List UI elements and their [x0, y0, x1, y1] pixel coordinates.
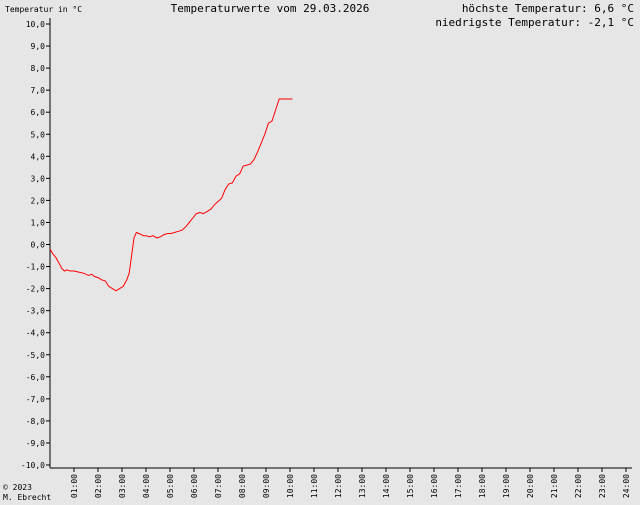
plot-area — [49, 98, 293, 292]
y-tick-label: 9,0 — [31, 42, 46, 51]
x-tick-label: 21:00 — [550, 474, 559, 498]
max-temperature-label: höchste Temperatur: 6,6 °C — [462, 2, 634, 15]
x-tick-label: 14:00 — [382, 474, 391, 498]
x-tick-label: 16:00 — [430, 474, 439, 498]
y-tick-label: 10,0 — [26, 20, 45, 29]
x-tick-label: 09:00 — [262, 474, 271, 498]
x-tick-label: 23:00 — [598, 474, 607, 498]
x-tick-label: 17:00 — [454, 474, 463, 498]
x-tick-label: 08:00 — [238, 474, 247, 498]
x-tick-label: 11:00 — [310, 474, 319, 498]
y-tick-label: 3,0 — [31, 174, 46, 183]
x-tick-label: 24:00 — [622, 474, 631, 498]
y-tick-label: 4,0 — [31, 152, 46, 161]
y-tick-label: -1,0 — [26, 263, 45, 272]
y-tick-label: 1,0 — [31, 218, 46, 227]
min-temperature-label: niedrigste Temperatur: -2,1 °C — [435, 16, 634, 29]
x-tick-label: 04:00 — [142, 474, 151, 498]
x-tick-label: 10:00 — [286, 474, 295, 498]
x-tick-label: 06:00 — [190, 474, 199, 498]
y-axis-ticks: 10,0 9,0 8,0 7,0 6,0 5,0 4,0 3,0 2,0 1,0 0,0 -1,0 -2… — [21, 20, 50, 470]
x-tick-label: 01:00 — [70, 474, 79, 498]
copyright-line-2: M. Ebrecht — [3, 493, 51, 502]
y-tick-label: -8,0 — [26, 417, 45, 426]
y-tick-label: -10,0 — [21, 461, 45, 470]
x-tick-label: 19:00 — [502, 474, 511, 498]
y-tick-label: -3,0 — [26, 307, 45, 316]
x-tick-label: 03:00 — [118, 474, 127, 498]
y-tick-label: -9,0 — [26, 439, 45, 448]
y-tick-label: 8,0 — [31, 64, 46, 73]
x-tick-label: 13:00 — [358, 474, 367, 498]
x-tick-label: 05:00 — [166, 474, 175, 498]
copyright-line-1: © 2023 — [3, 483, 32, 492]
chart-axes — [49, 18, 632, 469]
y-tick-label: 0,0 — [31, 241, 46, 250]
y-tick-label: -7,0 — [26, 395, 45, 404]
y-tick-label: -6,0 — [26, 373, 45, 382]
x-tick-label: 07:00 — [214, 474, 223, 498]
x-tick-label: 18:00 — [478, 474, 487, 498]
x-tick-label: 15:00 — [406, 474, 415, 498]
x-tick-label: 20:00 — [526, 474, 535, 498]
x-tick-label: 22:00 — [574, 474, 583, 498]
y-axis-label: Temperatur in °C — [5, 5, 82, 14]
y-tick-label: 2,0 — [31, 196, 46, 205]
chart-title: Temperaturwerte vom 29.03.2026 — [171, 2, 370, 15]
y-tick-label: 7,0 — [31, 86, 46, 95]
y-tick-label: 5,0 — [31, 130, 46, 139]
x-tick-label: 02:00 — [94, 474, 103, 498]
y-tick-label: -5,0 — [26, 351, 45, 360]
x-axis-ticks: 01:00 02:00 03:00 04:00 05:00 06:00 07:00 08:00… — [70, 468, 631, 498]
y-tick-label: 6,0 — [31, 108, 46, 117]
y-tick-label: -4,0 — [26, 329, 45, 338]
y-tick-label: -2,0 — [26, 285, 45, 294]
temperature-series-line — [49, 98, 293, 292]
x-tick-label: 12:00 — [334, 474, 343, 498]
